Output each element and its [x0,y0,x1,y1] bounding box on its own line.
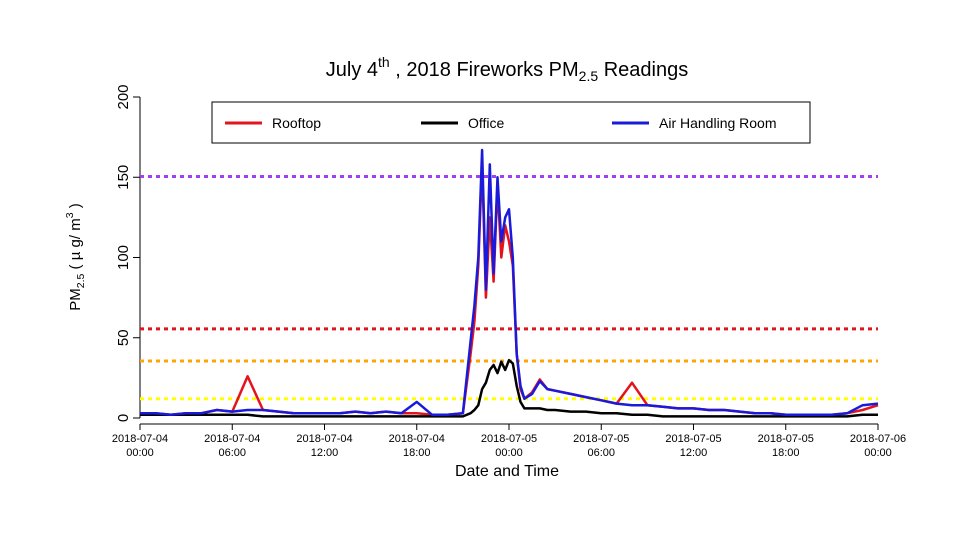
series-line [140,148,879,417]
chart-title: July 4th , 2018 Fireworks PM2.5 Readings [326,54,688,84]
x-tick-label: 2018-07-05 18:00 [758,433,814,459]
text-part: , 2018 Fireworks PM [390,59,579,81]
text-part: ( µ g/ m [67,218,84,273]
x-tick-label: 2018-07-04 00:00 [112,433,168,459]
legend-label: Rooftop [272,115,321,131]
x-tick-label: 2018-07-04 06:00 [204,433,260,459]
text-part: ) [67,203,84,212]
x-tick-label: 2018-07-05 06:00 [573,433,629,459]
text-part: th [378,54,390,70]
series-line [140,358,878,418]
x-axis-label: Date and Time [455,463,559,480]
text-part: 2.5 [579,68,599,84]
y-axis-label: PM2.5 ( µ g/ m3 ) [64,203,87,310]
text-part: 3 [64,212,76,218]
y-tick-label: 0 [115,414,132,422]
y-tick-label: 100 [115,245,132,270]
y-tick-label: 200 [115,84,132,109]
series-line [140,159,879,417]
x-tick-label: 2018-07-04 18:00 [389,433,445,459]
legend-box [211,101,811,144]
x-tick-label: 2018-07-06 00:00 [850,433,906,459]
text-part: Readings [598,59,688,81]
text-part: 2.5 [75,273,87,288]
text-part: July 4 [326,59,378,81]
legend-label: Air Handling Room [659,115,777,131]
text-part: PM [67,288,84,311]
y-tick-label: 150 [115,165,132,190]
x-tick-label: 2018-07-05 12:00 [665,433,721,459]
x-tick-label: 2018-07-04 12:00 [296,433,352,459]
x-tick-label: 2018-07-05 00:00 [481,433,537,459]
y-tick-label: 50 [115,329,132,346]
legend-label: Office [468,115,505,131]
